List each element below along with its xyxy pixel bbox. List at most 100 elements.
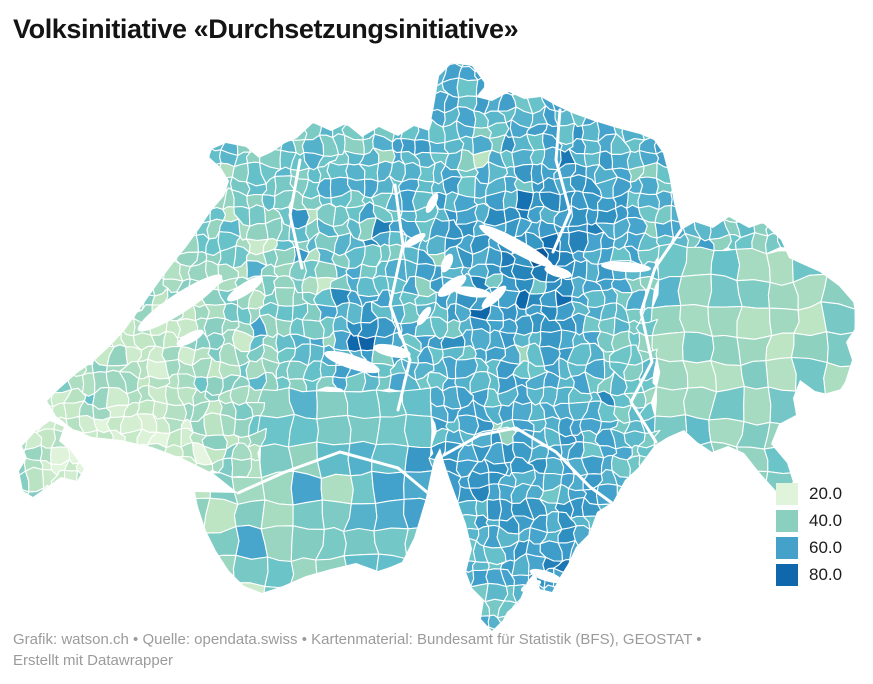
municipality-cell[interactable]	[13, 447, 26, 461]
municipality-cell[interactable]	[343, 553, 380, 592]
municipality-cell[interactable]	[474, 65, 488, 81]
municipality-cell[interactable]	[710, 334, 742, 367]
municipality-cell[interactable]	[736, 279, 771, 309]
municipality-cell[interactable]	[233, 499, 266, 530]
municipality-cell[interactable]	[316, 414, 352, 446]
municipality-cell[interactable]	[684, 414, 712, 447]
municipality-cell[interactable]	[76, 429, 98, 450]
municipality-cell[interactable]	[347, 414, 381, 446]
municipality-cell[interactable]	[262, 585, 292, 617]
municipality-cell[interactable]	[288, 122, 308, 141]
municipality-cell[interactable]	[136, 399, 156, 416]
municipality-cell[interactable]	[794, 390, 829, 421]
municipality-cell[interactable]	[412, 110, 433, 125]
municipality-cell[interactable]	[264, 556, 295, 589]
municipality-cell[interactable]	[315, 555, 349, 592]
municipality-cell[interactable]	[823, 362, 855, 395]
municipality-cell[interactable]	[326, 161, 349, 180]
municipality-cell[interactable]	[557, 122, 576, 146]
municipality-cell[interactable]	[371, 443, 409, 475]
municipality-cell[interactable]	[543, 584, 561, 603]
municipality-cell[interactable]	[371, 470, 406, 504]
municipality-cell[interactable]	[292, 499, 325, 530]
municipality-cell[interactable]	[260, 499, 294, 530]
municipality-cell[interactable]	[176, 470, 212, 502]
municipality-cell[interactable]	[767, 281, 799, 311]
municipality-cell[interactable]	[654, 386, 689, 418]
municipality-cell[interactable]	[653, 136, 675, 155]
municipality-cell[interactable]	[316, 441, 352, 480]
municipality-cell[interactable]	[597, 503, 619, 520]
municipality-cell[interactable]	[735, 203, 756, 224]
municipality-cell[interactable]	[790, 356, 828, 395]
municipality-cell[interactable]	[736, 305, 773, 340]
municipality-cell[interactable]	[641, 122, 660, 141]
municipality-cell[interactable]	[232, 554, 269, 587]
municipality-cell[interactable]	[552, 586, 575, 601]
municipality-cell[interactable]	[277, 118, 294, 142]
municipality-cell[interactable]	[403, 413, 433, 449]
municipality-cell[interactable]	[274, 287, 296, 307]
municipality-cell[interactable]	[735, 247, 771, 283]
municipality-cell[interactable]	[677, 273, 713, 308]
municipality-cell[interactable]	[245, 151, 262, 164]
municipality-cell[interactable]	[90, 329, 115, 348]
municipality-cell[interactable]	[248, 204, 267, 227]
municipality-cell[interactable]	[670, 178, 685, 199]
municipality-cell[interactable]	[373, 498, 409, 532]
municipality-cell[interactable]	[552, 93, 577, 113]
municipality-cell[interactable]	[345, 108, 365, 129]
municipality-cell[interactable]	[147, 442, 167, 462]
municipality-cell[interactable]	[314, 260, 338, 280]
municipality-cell[interactable]	[569, 558, 586, 575]
municipality-cell[interactable]	[670, 204, 688, 223]
municipality-cell[interactable]	[357, 335, 377, 352]
municipality-cell[interactable]	[767, 386, 801, 425]
municipality-cell[interactable]	[404, 527, 432, 564]
municipality-cell[interactable]	[486, 483, 501, 501]
municipality-cell[interactable]	[470, 613, 491, 628]
municipality-cell[interactable]	[206, 554, 237, 585]
municipality-cell[interactable]	[40, 484, 59, 504]
municipality-cell[interactable]	[178, 219, 198, 237]
municipality-cell[interactable]	[233, 582, 266, 616]
municipality-cell[interactable]	[765, 356, 797, 392]
municipality-cell[interactable]	[346, 302, 363, 325]
municipality-cell[interactable]	[320, 473, 354, 505]
municipality-cell[interactable]	[203, 147, 222, 171]
municipality-cell[interactable]	[458, 527, 480, 542]
municipality-cell[interactable]	[766, 250, 794, 286]
municipality-cell[interactable]	[472, 561, 490, 572]
municipality-cell[interactable]	[680, 246, 715, 278]
municipality-cell[interactable]	[763, 445, 800, 475]
municipality-cell[interactable]	[246, 137, 264, 153]
municipality-cell[interactable]	[475, 77, 491, 97]
municipality-cell[interactable]	[763, 419, 801, 450]
municipality-cell[interactable]	[826, 331, 856, 368]
municipality-cell[interactable]	[81, 372, 96, 397]
municipality-cell[interactable]	[203, 162, 222, 182]
municipality-cell[interactable]	[681, 441, 717, 477]
municipality-cell[interactable]	[403, 497, 437, 534]
municipality-cell[interactable]	[343, 389, 381, 420]
municipality-cell[interactable]	[401, 387, 432, 418]
municipality-cell[interactable]	[191, 207, 212, 224]
municipality-cell[interactable]	[334, 105, 350, 126]
municipality-cell[interactable]	[76, 447, 97, 464]
municipality-cell[interactable]	[742, 470, 769, 503]
municipality-cell[interactable]	[484, 582, 509, 603]
municipality-cell[interactable]	[95, 429, 114, 449]
municipality-cell[interactable]	[735, 446, 769, 474]
municipality-cell[interactable]	[638, 455, 659, 477]
municipality-cell[interactable]	[682, 331, 715, 364]
municipality-cell[interactable]	[740, 360, 769, 390]
municipality-cell[interactable]	[373, 553, 408, 590]
municipality-cell[interactable]	[776, 233, 797, 252]
municipality-cell[interactable]	[315, 390, 349, 420]
municipality-cell[interactable]	[616, 483, 631, 506]
municipality-cell[interactable]	[743, 385, 772, 426]
municipality-cell[interactable]	[138, 274, 157, 297]
municipality-cell[interactable]	[656, 357, 689, 391]
municipality-cell[interactable]	[76, 470, 99, 491]
